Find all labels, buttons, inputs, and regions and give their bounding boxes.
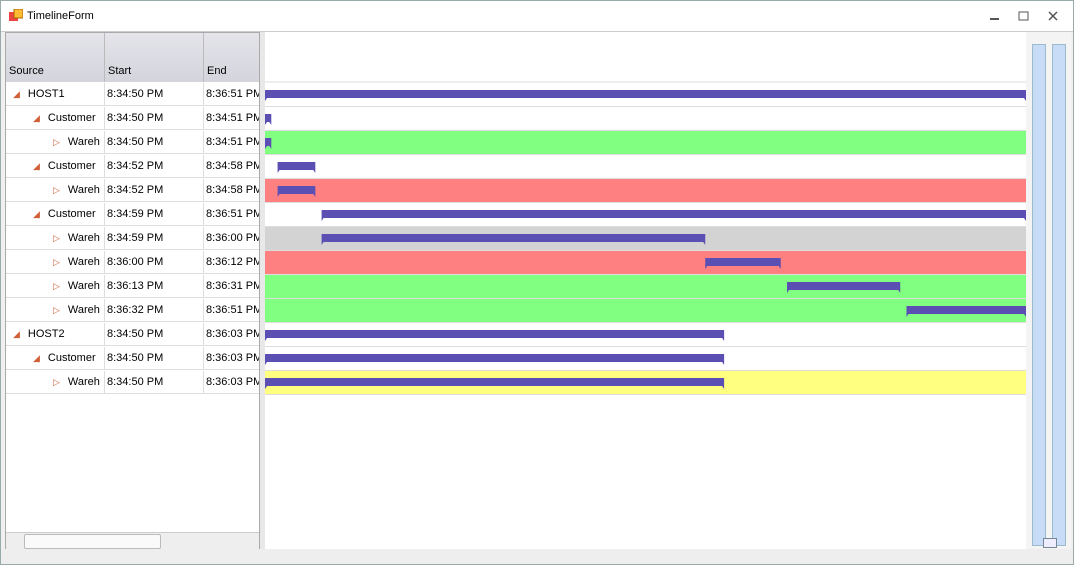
expanded-icon[interactable]: ◢ [33,353,40,363]
timeline-bar [321,234,706,245]
collapsed-icon[interactable]: ▷ [53,257,60,267]
source-label: Wareh [67,304,100,316]
end-cell: 8:34:51 PM [204,107,259,130]
end-cell: 8:36:51 PM [204,83,259,106]
source-cell: ▷ Wareh [6,131,105,154]
timeline-bar [321,210,1026,221]
start-cell: 8:34:50 PM [105,131,204,154]
window-controls[interactable] [986,10,1066,24]
source-cell: ▷ Wareh [6,275,105,298]
source-label: Customer [47,352,96,364]
column-header: Start [105,33,204,82]
end-cell: 8:34:51 PM [204,131,259,154]
timeline-bar [265,90,1026,101]
source-cell: ▷ Wareh [6,299,105,322]
row-background [265,275,1026,298]
source-cell: ◢ Customer [6,347,105,370]
row-background [265,179,1026,202]
collapsed-icon[interactable]: ▷ [53,137,60,147]
expanded-icon[interactable]: ◢ [13,89,20,99]
end-cell: 8:34:58 PM [204,179,259,202]
source-label: Wareh [67,232,100,244]
timeline-bar [265,114,272,125]
source-cell: ▷ Wareh [6,371,105,394]
end-cell: 8:36:31 PM [204,275,259,298]
collapsed-icon[interactable]: ▷ [53,233,60,243]
start-cell: 8:34:50 PM [105,347,204,370]
start-cell: 8:36:00 PM [105,251,204,274]
timeline-bar [265,330,725,341]
timeline-bar [277,186,316,197]
start-cell: 8:36:32 PM [105,299,204,322]
row-background [265,107,1026,130]
timeline-bar [787,282,901,293]
start-cell: 8:36:13 PM [105,275,204,298]
expanded-icon[interactable]: ◢ [33,209,40,219]
expanded-icon[interactable]: ◢ [33,113,40,123]
source-label: Customer [47,160,96,172]
source-cell: ◢ HOST2 [6,323,105,346]
start-cell: 8:34:50 PM [105,107,204,130]
timeline [265,32,1026,549]
column-header: End [204,33,259,82]
source-cell: ▷ Wareh [6,251,105,274]
timeline-bar [277,162,316,173]
app-icon [9,9,23,21]
grid: Source Start End ◢ HOST1 8:34:50 PM 8:36:51 PM… [6,1,259,549]
source-label: Wareh [67,184,100,196]
timeline-bar [906,306,1026,317]
column-header: Source [6,33,105,82]
collapsed-icon[interactable]: ▷ [53,281,60,291]
collapsed-icon[interactable]: ▷ [53,377,60,387]
end-cell: 8:36:00 PM [204,227,259,250]
source-cell: ◢ Customer [6,155,105,178]
source-cell: ▷ Wareh [6,227,105,250]
start-cell: 8:34:50 PM [105,83,204,106]
collapsed-icon[interactable]: ▷ [53,305,60,315]
source-label: HOST1 [27,88,65,100]
timeline-bar [265,138,272,149]
source-label: Wareh [67,256,100,268]
end-cell: 8:36:12 PM [204,251,259,274]
start-cell: 8:34:50 PM [105,323,204,346]
row-background [265,299,1026,322]
expanded-icon[interactable]: ◢ [13,329,20,339]
end-cell: 8:36:03 PM [204,371,259,394]
source-cell: ◢ HOST1 [6,83,105,106]
status-bar [1,549,1073,564]
start-cell: 8:34:59 PM [105,203,204,226]
end-cell: 8:36:03 PM [204,347,259,370]
start-cell: 8:34:52 PM [105,155,204,178]
source-label: HOST2 [27,328,65,340]
timeline-bar [265,354,725,365]
collapsed-icon[interactable]: ▷ [53,185,60,195]
splitter[interactable] [259,32,265,549]
start-cell: 8:34:50 PM [105,371,204,394]
window-title: TimelineForm [27,10,94,22]
source-label: Wareh [67,280,100,292]
expanded-icon[interactable]: ◢ [33,161,40,171]
end-cell: 8:34:58 PM [204,155,259,178]
end-cell: 8:36:51 PM [204,203,259,226]
timeline-bar [705,258,781,269]
end-cell: 8:36:51 PM [204,299,259,322]
h-scrollbar[interactable] [6,532,259,549]
row-background [265,131,1026,154]
source-label: Customer [47,208,96,220]
start-cell: 8:34:59 PM [105,227,204,250]
row-background [265,251,1026,274]
source-cell: ◢ Customer [6,203,105,226]
zoom-slider[interactable] [1026,32,1071,549]
row-background [265,155,1026,178]
source-cell: ▷ Wareh [6,179,105,202]
title-bar: TimelineForm [1,1,1073,32]
timeline-bar [265,378,725,389]
source-label: Customer [47,112,96,124]
source-cell: ◢ Customer [6,107,105,130]
source-label: Wareh [67,376,100,388]
start-cell: 8:34:52 PM [105,179,204,202]
end-cell: 8:36:03 PM [204,323,259,346]
source-label: Wareh [67,136,100,148]
